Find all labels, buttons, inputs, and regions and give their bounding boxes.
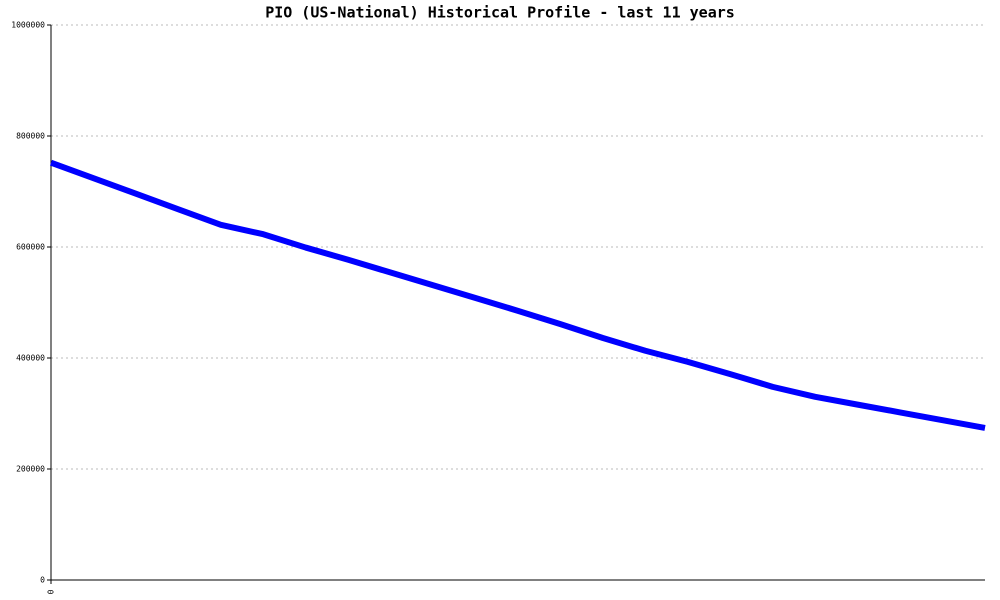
y-tick-label: 0 (40, 576, 45, 585)
y-tick-label: 1000000 (11, 21, 45, 30)
y-tick-label: 800000 (16, 132, 45, 141)
data-line (49, 159, 986, 431)
chart-title: PIO (US-National) Historical Profile - l… (265, 4, 735, 22)
x-tick-label: 0 (47, 589, 56, 594)
y-tick-label: 200000 (16, 465, 45, 474)
y-tick-label: 600000 (16, 243, 45, 252)
y-tick-label: 400000 (16, 354, 45, 363)
